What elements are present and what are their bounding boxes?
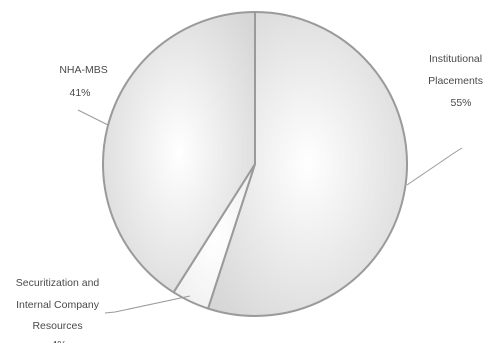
pie-slices <box>102 11 408 317</box>
label-nha-mbs: NHA-MBS 41% <box>59 64 110 99</box>
slice-institutional-placements <box>207 11 408 317</box>
label-securitization-line1: Securitization and <box>16 277 100 289</box>
label-securitization-line2: Internal Company <box>16 299 100 311</box>
label-securitization-value: 4% <box>51 339 66 343</box>
label-securitization-line3: Resources <box>32 320 82 332</box>
label-institutional: Institutional Placements 55% <box>428 53 486 109</box>
label-institutional-value: 55% <box>450 97 471 109</box>
leader-line-nha-mbs <box>77 109 109 126</box>
label-securitization: Securitization and Internal Company Reso… <box>16 277 102 343</box>
label-nha-mbs-line1: NHA-MBS <box>59 64 107 76</box>
label-nha-mbs-value: 41% <box>69 87 90 99</box>
label-institutional-line1: Institutional <box>429 53 482 65</box>
leader-line-institutional <box>406 147 463 186</box>
leader-line-securitization <box>104 295 191 314</box>
label-institutional-line2: Placements <box>428 75 483 87</box>
slice-nha-mbs <box>102 11 256 294</box>
